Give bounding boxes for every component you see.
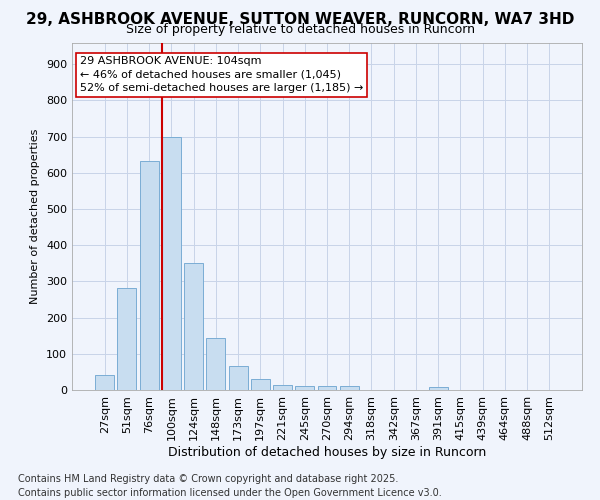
X-axis label: Distribution of detached houses by size in Runcorn: Distribution of detached houses by size … — [168, 446, 486, 458]
Bar — [118, 288, 136, 390]
Bar — [429, 387, 448, 390]
Text: Contains HM Land Registry data © Crown copyright and database right 2025.
Contai: Contains HM Land Registry data © Crown c… — [18, 474, 442, 498]
Bar — [340, 386, 359, 390]
Text: 29 ASHBROOK AVENUE: 104sqm
← 46% of detached houses are smaller (1,045)
52% of s: 29 ASHBROOK AVENUE: 104sqm ← 46% of deta… — [80, 56, 363, 93]
Bar — [251, 379, 270, 390]
Bar — [184, 264, 203, 390]
Bar — [140, 161, 158, 390]
Bar — [317, 386, 337, 390]
Text: 29, ASHBROOK AVENUE, SUTTON WEAVER, RUNCORN, WA7 3HD: 29, ASHBROOK AVENUE, SUTTON WEAVER, RUNC… — [26, 12, 574, 28]
Text: Size of property relative to detached houses in Runcorn: Size of property relative to detached ho… — [125, 22, 475, 36]
Y-axis label: Number of detached properties: Number of detached properties — [31, 128, 40, 304]
Bar — [295, 386, 314, 390]
Bar — [206, 338, 225, 390]
Bar — [273, 385, 292, 390]
Bar — [162, 136, 181, 390]
Bar — [95, 375, 114, 390]
Bar — [229, 366, 248, 390]
